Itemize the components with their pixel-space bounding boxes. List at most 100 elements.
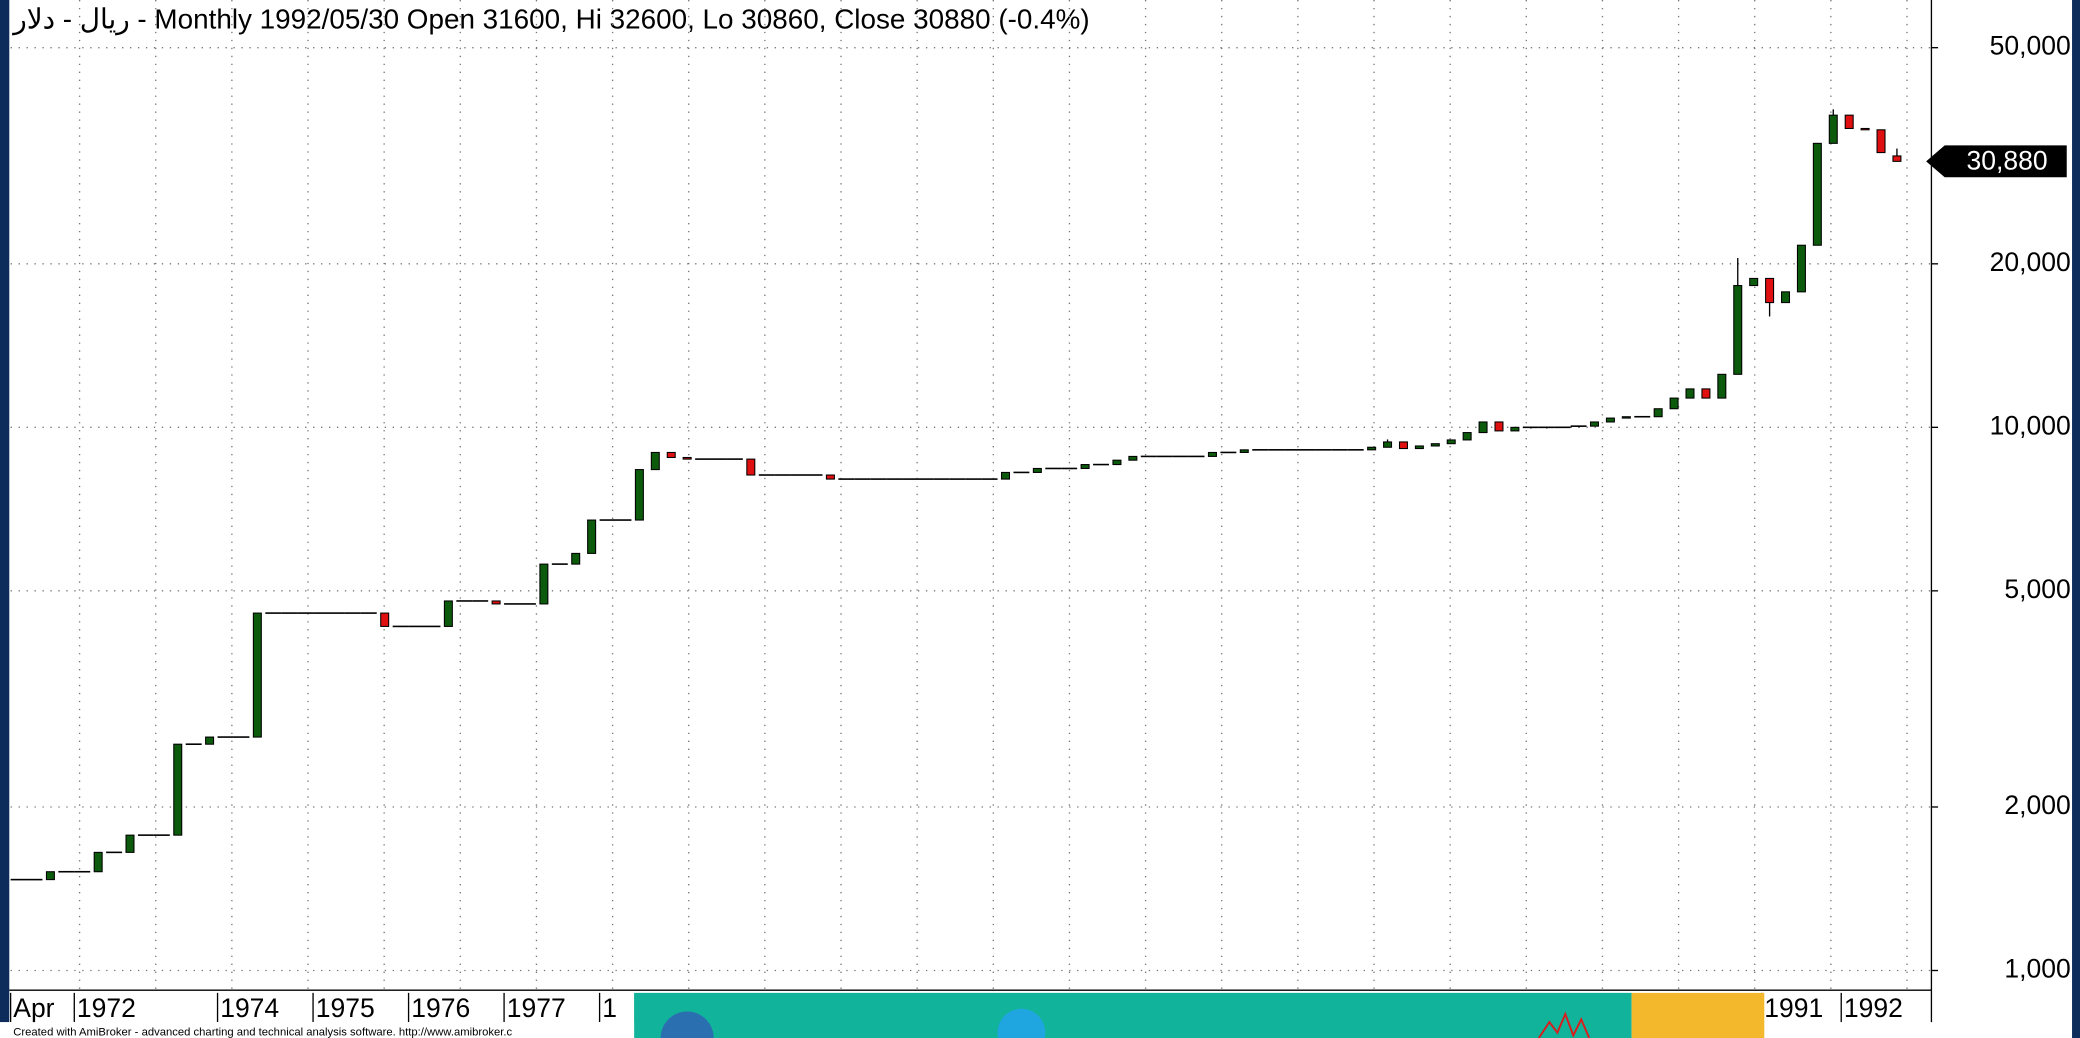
candle-body	[456, 600, 473, 602]
candle-body	[173, 743, 183, 836]
candle-body	[1398, 441, 1408, 450]
candle-body	[504, 603, 520, 605]
x-tick-label: Apr	[13, 993, 54, 1023]
candle-body	[711, 458, 727, 460]
candle-body	[265, 612, 282, 614]
candle-body	[1510, 426, 1520, 432]
candle-body	[443, 600, 453, 627]
candle-body	[838, 478, 855, 480]
candle-body	[1828, 114, 1838, 144]
candle-body	[1844, 114, 1854, 130]
candle-body	[1207, 451, 1217, 457]
candle-body	[1156, 455, 1173, 458]
candle-body	[233, 736, 250, 738]
candle-body	[1653, 408, 1663, 418]
candle-body	[1000, 471, 1011, 480]
candle-body	[1733, 285, 1743, 375]
candle-body	[1013, 471, 1030, 474]
candle-body	[491, 600, 501, 605]
candle-body	[344, 612, 361, 614]
candle-body	[1621, 416, 1631, 419]
candle-body	[1478, 421, 1488, 434]
x-tick-label: 1972	[77, 993, 136, 1023]
candle-body	[886, 478, 903, 480]
candle-body	[1701, 388, 1711, 399]
candle-body	[1080, 464, 1090, 469]
candle-body	[682, 456, 692, 460]
candle-body	[758, 474, 775, 476]
candle-body	[1860, 127, 1870, 131]
x-tick-label: 1976	[411, 993, 470, 1023]
footer-bg	[0, 1022, 635, 1038]
candle-body	[615, 519, 632, 521]
candle-body	[1383, 441, 1393, 448]
x-tick-label: 1977	[507, 993, 566, 1023]
candle-body	[981, 478, 998, 480]
last-value-marker	[1926, 145, 2067, 178]
candle-body	[1112, 459, 1122, 466]
candle-body	[1220, 451, 1237, 454]
candle-body	[1252, 449, 1269, 451]
candle-body	[949, 478, 966, 480]
candle-body	[1331, 449, 1348, 451]
candle-body	[917, 478, 934, 480]
x-tick-label: 1	[602, 993, 617, 1023]
candle-body	[1892, 155, 1902, 162]
x-tick-label: 1991	[1764, 993, 1823, 1023]
candle-body	[1780, 291, 1791, 304]
candle-body	[1367, 446, 1377, 451]
candle-body	[1300, 449, 1316, 451]
candle-body	[1268, 449, 1285, 451]
candle-body	[1538, 426, 1555, 429]
candle-body	[695, 458, 712, 460]
candle-body	[1589, 421, 1599, 427]
y-tick-label: 20,000	[1990, 247, 2071, 277]
candle-body	[217, 736, 234, 738]
chart-title: ریال - دلار - Monthly 1992/05/30 Open 31…	[11, 4, 1089, 36]
candle-body	[1347, 449, 1364, 451]
candle-body	[1462, 432, 1472, 441]
x-tick-label: 1974	[220, 993, 279, 1023]
candle-body	[93, 851, 103, 873]
candle-body	[746, 458, 756, 476]
candle-body	[870, 478, 887, 480]
ad-banner	[634, 992, 1632, 1038]
candle-body	[252, 612, 262, 738]
candle-body	[1685, 388, 1695, 399]
candle-body	[185, 743, 202, 745]
right-frame	[2072, 0, 2080, 1038]
candle-body	[806, 474, 823, 476]
candle-body	[774, 474, 791, 476]
candle-body	[1128, 455, 1138, 461]
candle-body	[726, 458, 743, 460]
candle-body	[472, 600, 489, 602]
candle-body	[1876, 129, 1886, 154]
candle-body	[1430, 443, 1440, 447]
candle-body	[902, 478, 918, 480]
candle-body	[153, 834, 170, 836]
candle-body	[666, 451, 676, 459]
candle-body	[1812, 142, 1822, 246]
candle-body	[45, 871, 55, 881]
banner-circle	[997, 1008, 1046, 1038]
candle-body	[360, 612, 377, 614]
candle-body	[650, 451, 660, 471]
candle-body	[58, 870, 75, 873]
candle-body	[1669, 397, 1679, 410]
candle-body	[313, 612, 329, 614]
candle-body	[1749, 277, 1759, 287]
candle-body	[539, 563, 549, 605]
candle-body	[634, 469, 644, 521]
candle-body	[1765, 277, 1775, 304]
candle-body	[571, 552, 581, 565]
candle-body	[965, 478, 982, 480]
footer-text: Created with AmiBroker - advanced charti…	[13, 1027, 512, 1038]
candle-body	[933, 478, 950, 480]
candle-body	[1172, 455, 1189, 458]
candle-body	[520, 603, 536, 605]
candle-body	[380, 612, 390, 627]
candle-body	[1140, 455, 1157, 458]
